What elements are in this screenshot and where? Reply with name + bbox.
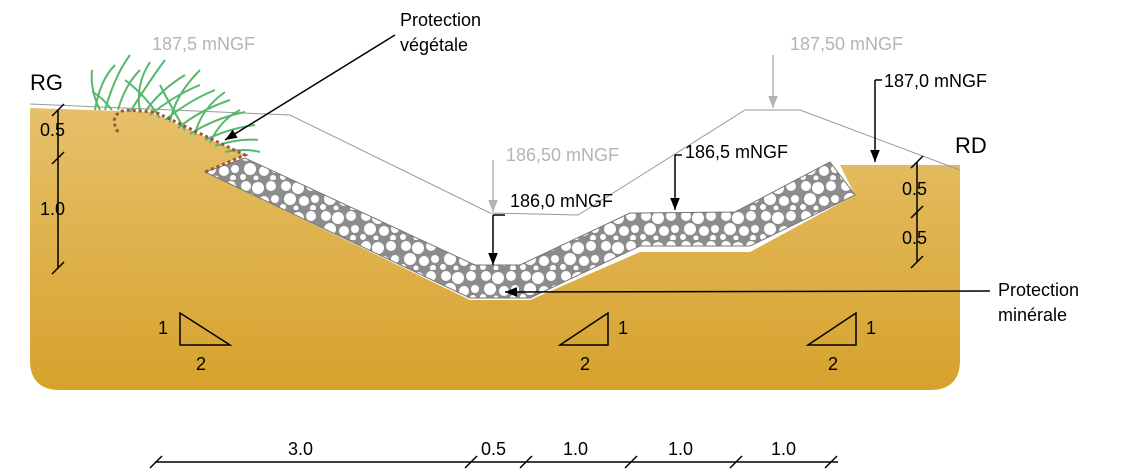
dimension-line xyxy=(51,103,65,275)
dimension-line xyxy=(149,455,838,469)
level-leader xyxy=(493,79,882,216)
dimension-label: 1.0 xyxy=(40,199,65,219)
level-label: 186,5 mNGF xyxy=(685,142,788,162)
dimension-label: 0.5 xyxy=(481,439,506,459)
bank-label: RG xyxy=(30,70,63,95)
slope-label: 2 xyxy=(828,354,838,374)
slope-label: 1 xyxy=(866,318,876,338)
slope-label: 1 xyxy=(618,318,628,338)
slope-label: 1 xyxy=(158,318,168,338)
annotation: végétale xyxy=(400,35,468,55)
level-label: 187,0 mNGF xyxy=(884,71,987,91)
level-label: 186,50 mNGF xyxy=(506,145,619,165)
dimension-label: 3.0 xyxy=(288,439,313,459)
level-label: 187,5 mNGF xyxy=(152,34,255,54)
annotation: Protection xyxy=(400,10,481,30)
dimension-label: 0.5 xyxy=(40,120,65,140)
level-label: 186,0 mNGF xyxy=(510,191,613,211)
vegetal-arrow xyxy=(224,34,396,141)
dimension-label: 0.5 xyxy=(902,228,927,248)
dimension-label: 1.0 xyxy=(771,439,796,459)
bank-label: RD xyxy=(955,133,987,158)
soil xyxy=(30,108,960,390)
level-label: 187,50 mNGF xyxy=(790,34,903,54)
dimension-label: 1.0 xyxy=(563,439,588,459)
vegetation xyxy=(90,54,261,153)
design-profile xyxy=(29,103,961,216)
mineral-arrow xyxy=(504,287,991,297)
annotation: minérale xyxy=(998,305,1067,325)
slope-triangle xyxy=(557,311,609,346)
slope-label: 2 xyxy=(196,354,206,374)
slope-triangle xyxy=(179,311,233,346)
vegetal-edge xyxy=(112,108,249,174)
mineral-protection xyxy=(203,157,856,299)
slope-triangle xyxy=(805,311,857,346)
dimension-label: 0.5 xyxy=(902,179,927,199)
dimension-label: 1.0 xyxy=(668,439,693,459)
slope-label: 2 xyxy=(580,354,590,374)
dimension-line xyxy=(910,155,924,269)
annotation: Protection xyxy=(998,280,1079,300)
